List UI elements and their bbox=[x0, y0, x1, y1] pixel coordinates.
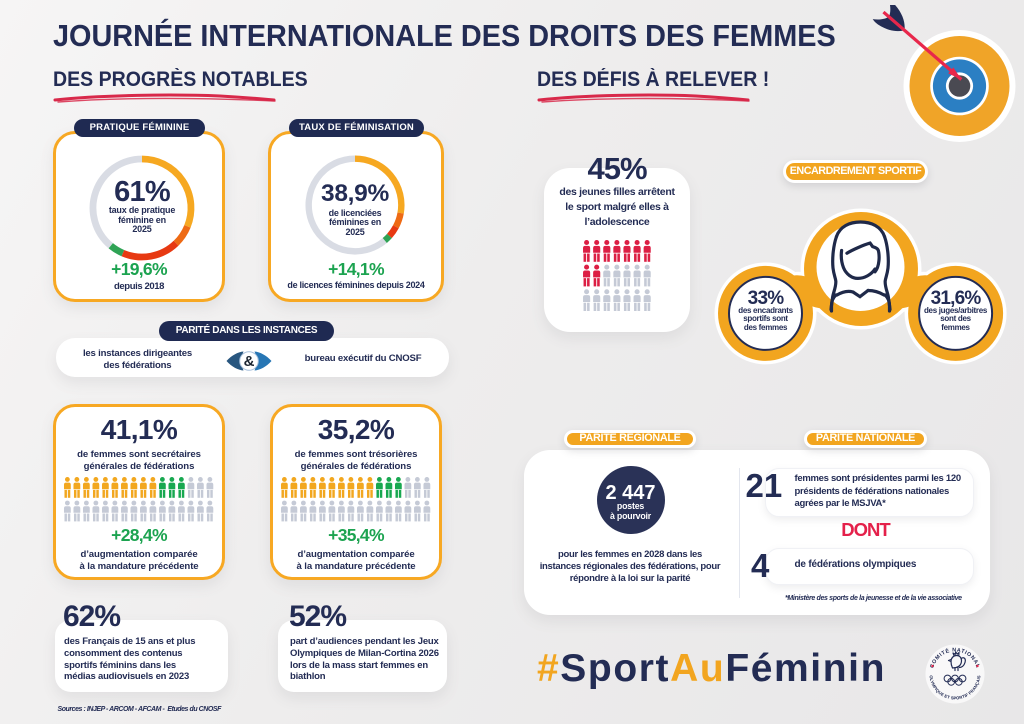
svg-text:&: & bbox=[244, 353, 255, 370]
